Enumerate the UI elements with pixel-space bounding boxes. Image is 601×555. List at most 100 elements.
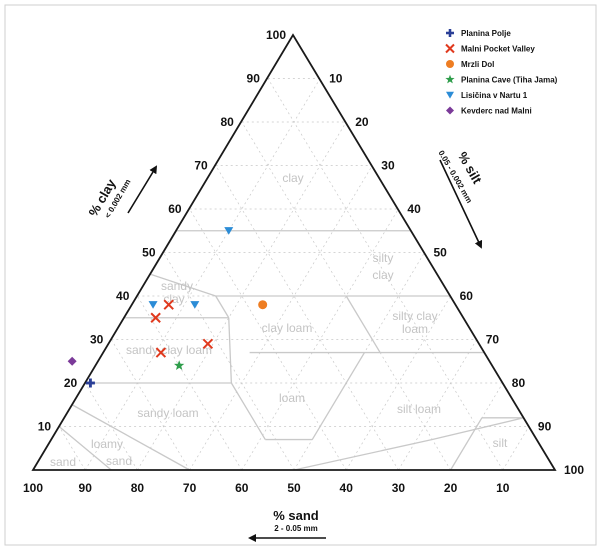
class-boundary [345,295,381,353]
sand-tick-label: 20 [444,481,458,495]
sand-tick-label: 30 [392,481,406,495]
legend-marker [446,29,454,37]
legend-marker [445,74,455,84]
clay-tick-label: 90 [247,72,261,86]
sand-tick-label: 60 [235,481,249,495]
data-point [258,300,268,310]
clay-tick-label: 30 [90,333,104,347]
silt-tick-label: 60 [460,289,474,303]
texture-class-label: clay [282,171,303,185]
data-point [155,347,167,358]
data-point [67,356,77,366]
data-point [150,312,161,323]
class-boundary [228,317,233,384]
texture-class-label: silt loam [397,402,441,416]
grid-line-silt [398,339,478,471]
texture-class-label: sand [106,454,132,468]
sand-axis-range-label: 2 - 0.05 mm [274,524,318,533]
silt-tick-label: 100 [564,463,584,477]
texture-class-label: loam [402,322,428,336]
grid-line-sand [58,426,86,471]
legend-label: Planina Polje [461,29,511,38]
texture-class-label: clay [372,268,393,282]
class-boundary [450,417,483,471]
data-point [174,360,185,370]
texture-class-label: clay [163,292,184,306]
sand-tick-label: 40 [340,481,354,495]
grid-line-silt [502,426,530,471]
legend-label: Lisičina v Nartu 1 [461,91,528,100]
legend-label: Planina Cave (Tiha Jama) [461,76,558,85]
silt-tick-label: 10 [329,72,343,86]
clay-tick-label: 100 [266,28,286,42]
texture-class-label: silt [493,436,508,450]
texture-class-label: loam [279,391,305,405]
grid-line-silt [189,165,373,471]
legend-marker [445,43,455,54]
sand-tick-label: 90 [79,481,93,495]
class-boundary [215,295,230,319]
sand-tick-label: 50 [287,481,301,495]
grid-line-sand [267,78,504,471]
sand-tick-label: 80 [131,481,145,495]
legend-marker [446,91,454,99]
class-boundary [71,404,190,471]
clay-tick-label: 20 [64,376,78,390]
legend: Planina Polje Malni Pocket Valley Mrzli Do… [445,29,558,116]
chart-border [4,4,597,546]
clay-tick-label: 80 [220,115,234,129]
data-point [190,301,200,309]
grid-line-sand [215,165,399,471]
triangle-outline [31,33,557,471]
data-point [85,378,95,388]
class-boundary [230,382,266,440]
sand-axis-title: % sand [273,508,319,523]
class-boundary [150,273,216,297]
axis-tick-labels: 10 20 30 40 50 60 70 80 90 100 10 20 30 40 50 60 70 80 90 1… [23,28,584,495]
grid-line-sand [110,339,190,471]
texture-class-label: clay loam [262,321,313,335]
silt-tick-label: 50 [434,246,448,260]
legend-label: Malni Pocket Valley [461,45,535,54]
class-boundary [432,417,524,441]
sand-tick-label: 70 [183,481,197,495]
grid-line-sand [163,252,295,471]
class-boundary [293,438,433,471]
class-boundary [58,426,112,471]
grid-line-silt [345,295,451,471]
clay-tick-label: 70 [194,159,208,173]
clay-tick-label: 10 [38,420,52,434]
silt-axis-arrow [439,159,483,249]
sand-tick-label: 10 [496,481,510,495]
silt-tick-label: 20 [355,115,369,129]
texture-class-label: sandy clay loam [126,343,212,357]
sand-tick-label: 100 [23,481,43,495]
legend-label: Mrzli Dol [461,60,494,69]
data-point [163,299,174,310]
grid-line-silt [84,78,321,471]
silt-tick-label: 80 [512,376,526,390]
silt-tick-label: 90 [538,420,552,434]
texture-class-label: sandy loam [137,406,198,420]
texture-class-label: silty clay [392,309,437,323]
clay-tick-label: 50 [142,246,156,260]
legend-marker [446,106,454,115]
texture-class-label: loamy [91,437,123,451]
texture-class-label: silty [373,251,394,265]
data-points [67,227,268,388]
legend-label: Kevderc nad Malni [461,107,532,116]
clay-axis-arrow [127,165,158,214]
clay-tick-label: 60 [168,202,182,216]
class-boundary [311,352,366,440]
silt-tick-label: 40 [407,202,421,216]
data-point [148,301,158,309]
texture-class-label: sand [50,455,76,469]
legend-marker [446,60,454,68]
data-point [224,227,234,235]
texture-class-boundaries [58,230,524,471]
silt-tick-label: 30 [381,159,395,173]
texture-class-label: sandy [161,279,193,293]
